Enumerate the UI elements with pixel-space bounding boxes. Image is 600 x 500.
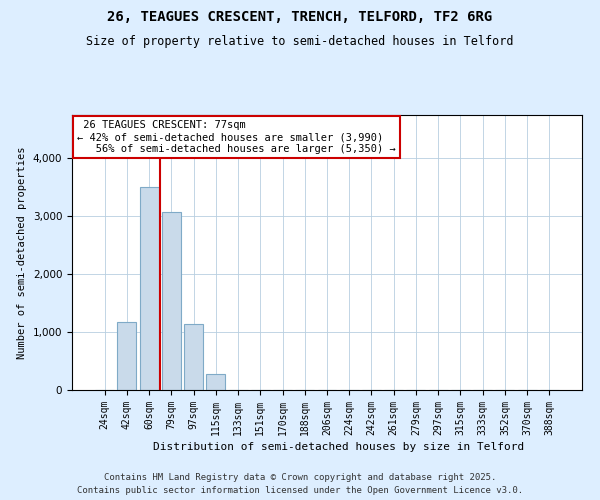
Bar [118,322,136,390]
Bar [206,374,225,390]
Text: 26, TEAGUES CRESCENT, TRENCH, TELFORD, TF2 6RG: 26, TEAGUES CRESCENT, TRENCH, TELFORD, T… [107,10,493,24]
Text: Size of property relative to semi-detached houses in Telford: Size of property relative to semi-detach… [86,35,514,48]
Text: Distribution of semi-detached houses by size in Telford: Distribution of semi-detached houses by … [154,442,524,452]
Bar [184,324,203,390]
Y-axis label: Number of semi-detached properties: Number of semi-detached properties [17,146,27,359]
Bar [162,212,181,390]
Bar [140,187,158,390]
Text: 26 TEAGUES CRESCENT: 77sqm
← 42% of semi-detached houses are smaller (3,990)
   : 26 TEAGUES CRESCENT: 77sqm ← 42% of semi… [77,120,396,154]
Text: Contains HM Land Registry data © Crown copyright and database right 2025.: Contains HM Land Registry data © Crown c… [104,472,496,482]
Text: Contains public sector information licensed under the Open Government Licence v3: Contains public sector information licen… [77,486,523,495]
